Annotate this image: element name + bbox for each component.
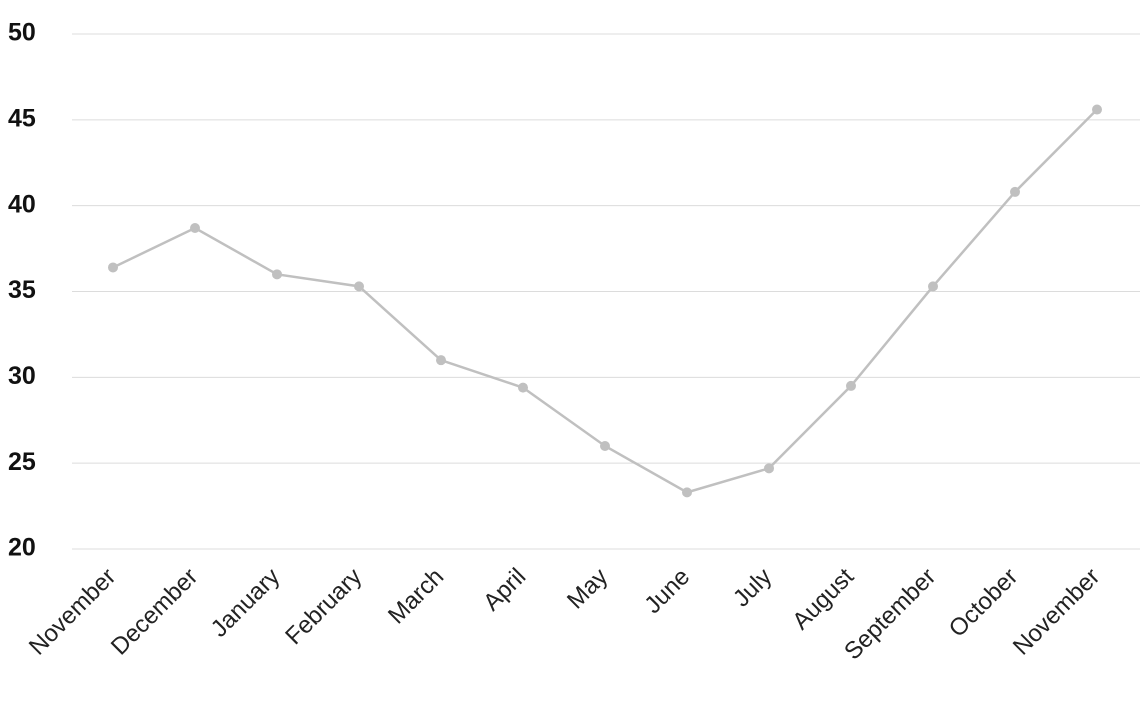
point xyxy=(600,441,610,451)
y-tick-label: 30 xyxy=(8,362,36,390)
point xyxy=(108,262,118,273)
point xyxy=(354,281,364,292)
x-tick-label: May xyxy=(562,563,613,614)
point xyxy=(518,382,528,393)
y-tick-label: 45 xyxy=(8,104,36,132)
x-tick-label: November xyxy=(1008,563,1105,660)
point xyxy=(1092,104,1102,115)
y-tick-label: 50 xyxy=(8,19,36,47)
x-tick-label: April xyxy=(478,563,531,616)
x-tick-label: January xyxy=(206,563,285,642)
point xyxy=(436,355,446,366)
y-tick-label: 25 xyxy=(8,448,36,476)
point xyxy=(846,380,856,391)
x-tick-label: June xyxy=(639,563,695,619)
line xyxy=(112,108,1098,494)
x-tick-label: November xyxy=(24,563,121,660)
point xyxy=(764,463,774,474)
point xyxy=(272,269,282,280)
y-tick-label: 20 xyxy=(8,534,36,562)
x-tick-label: October xyxy=(944,563,1023,642)
y-tick-label: 35 xyxy=(8,276,36,304)
y-tick-label: 40 xyxy=(8,190,36,218)
x-tick-label: December xyxy=(106,563,203,660)
x-tick-label: August xyxy=(787,563,859,635)
x-tick-label: March xyxy=(383,563,449,629)
point xyxy=(1010,186,1020,197)
point xyxy=(190,222,200,233)
point xyxy=(682,487,692,498)
x-tick-label: July xyxy=(728,563,777,612)
point xyxy=(928,281,938,292)
x-tick-label: February xyxy=(280,563,367,650)
